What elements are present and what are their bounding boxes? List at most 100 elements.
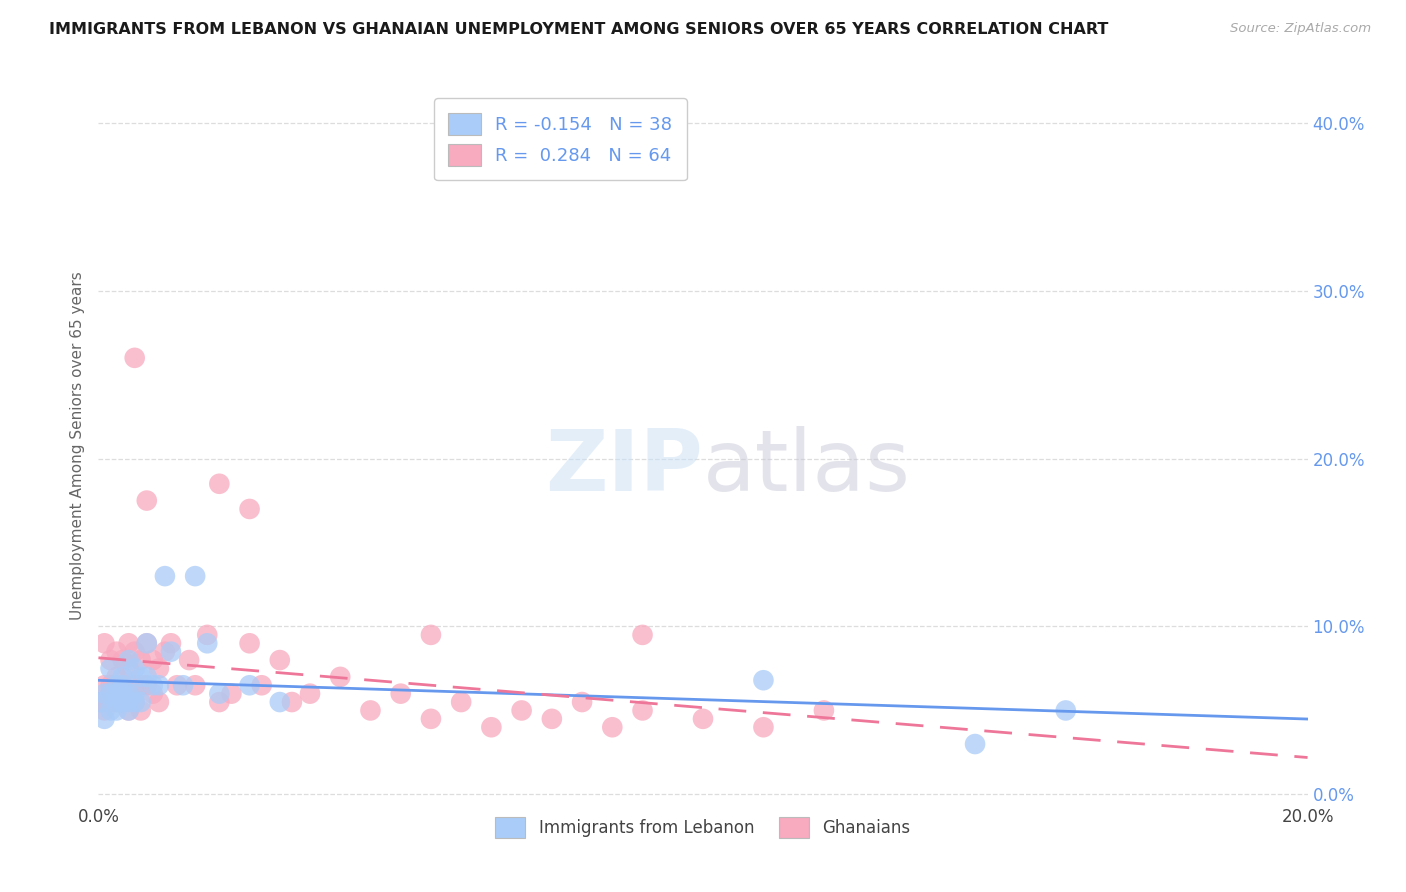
Point — [93, 636, 115, 650]
Legend: Immigrants from Lebanon, Ghanaians: Immigrants from Lebanon, Ghanaians — [489, 811, 917, 845]
Point — [172, 678, 194, 692]
Point — [111, 695, 134, 709]
Point — [360, 703, 382, 717]
Point — [135, 678, 157, 692]
Point — [239, 636, 262, 650]
Point — [195, 628, 218, 642]
Point — [420, 712, 443, 726]
Point — [100, 678, 122, 692]
Point — [813, 703, 835, 717]
Point — [124, 687, 146, 701]
Point — [105, 670, 128, 684]
Point — [329, 670, 352, 684]
Point — [118, 695, 141, 709]
Point — [129, 695, 152, 709]
Point — [129, 670, 152, 684]
Point — [269, 695, 291, 709]
Point — [571, 695, 593, 709]
Text: ZIP: ZIP — [546, 425, 703, 509]
Point — [281, 695, 304, 709]
Point — [481, 720, 503, 734]
Point — [148, 695, 170, 709]
Point — [135, 670, 157, 684]
Point — [105, 695, 128, 709]
Y-axis label: Unemployment Among Seniors over 65 years: Unemployment Among Seniors over 65 years — [70, 272, 86, 620]
Point — [160, 636, 183, 650]
Point — [100, 687, 122, 701]
Point — [153, 569, 176, 583]
Point — [105, 695, 128, 709]
Point — [118, 703, 141, 717]
Point — [602, 720, 624, 734]
Point — [100, 653, 122, 667]
Point — [965, 737, 987, 751]
Point — [118, 687, 141, 701]
Point — [250, 678, 273, 692]
Point — [100, 703, 122, 717]
Point — [124, 661, 146, 675]
Point — [631, 628, 654, 642]
Point — [221, 687, 243, 701]
Point — [124, 351, 146, 365]
Point — [153, 645, 176, 659]
Point — [692, 712, 714, 726]
Point — [118, 703, 141, 717]
Point — [118, 661, 141, 675]
Point — [148, 661, 170, 675]
Point — [118, 636, 141, 650]
Point — [124, 645, 146, 659]
Point — [389, 687, 412, 701]
Point — [111, 670, 134, 684]
Text: IMMIGRANTS FROM LEBANON VS GHANAIAN UNEMPLOYMENT AMONG SENIORS OVER 65 YEARS COR: IMMIGRANTS FROM LEBANON VS GHANAIAN UNEM… — [49, 22, 1108, 37]
Point — [420, 628, 443, 642]
Point — [195, 636, 218, 650]
Text: atlas: atlas — [703, 425, 911, 509]
Point — [166, 678, 188, 692]
Point — [93, 687, 115, 701]
Point — [160, 645, 183, 659]
Point — [129, 653, 152, 667]
Point — [129, 678, 152, 692]
Point — [111, 678, 134, 692]
Point — [118, 653, 141, 667]
Point — [208, 695, 231, 709]
Point — [269, 653, 291, 667]
Point — [90, 695, 112, 709]
Point — [135, 636, 157, 650]
Point — [111, 653, 134, 667]
Point — [100, 687, 122, 701]
Point — [105, 687, 128, 701]
Point — [93, 678, 115, 692]
Point — [93, 703, 115, 717]
Point — [208, 687, 231, 701]
Point — [184, 678, 207, 692]
Point — [239, 502, 262, 516]
Point — [142, 687, 165, 701]
Point — [450, 695, 472, 709]
Point — [142, 678, 165, 692]
Point — [540, 712, 562, 726]
Point — [752, 673, 775, 688]
Point — [100, 661, 122, 675]
Point — [111, 695, 134, 709]
Point — [208, 476, 231, 491]
Point — [142, 653, 165, 667]
Point — [90, 695, 112, 709]
Point — [179, 653, 201, 667]
Point — [510, 703, 533, 717]
Point — [239, 678, 262, 692]
Point — [105, 687, 128, 701]
Point — [135, 636, 157, 650]
Point — [752, 720, 775, 734]
Text: Source: ZipAtlas.com: Source: ZipAtlas.com — [1230, 22, 1371, 36]
Point — [118, 687, 141, 701]
Point — [93, 712, 115, 726]
Point — [135, 493, 157, 508]
Point — [111, 687, 134, 701]
Point — [105, 703, 128, 717]
Point — [299, 687, 322, 701]
Point — [631, 703, 654, 717]
Point — [124, 695, 146, 709]
Point — [111, 678, 134, 692]
Point — [1054, 703, 1077, 717]
